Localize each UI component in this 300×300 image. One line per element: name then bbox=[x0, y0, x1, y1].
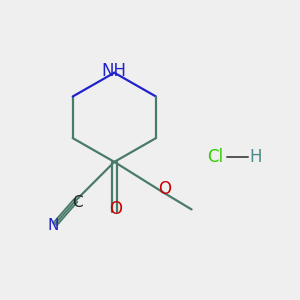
Text: Cl: Cl bbox=[207, 148, 224, 166]
Text: C: C bbox=[72, 194, 83, 209]
Text: N: N bbox=[48, 218, 59, 233]
Text: H: H bbox=[249, 148, 262, 166]
Text: O: O bbox=[158, 180, 171, 198]
Text: O: O bbox=[109, 200, 122, 218]
Text: NH: NH bbox=[102, 62, 127, 80]
